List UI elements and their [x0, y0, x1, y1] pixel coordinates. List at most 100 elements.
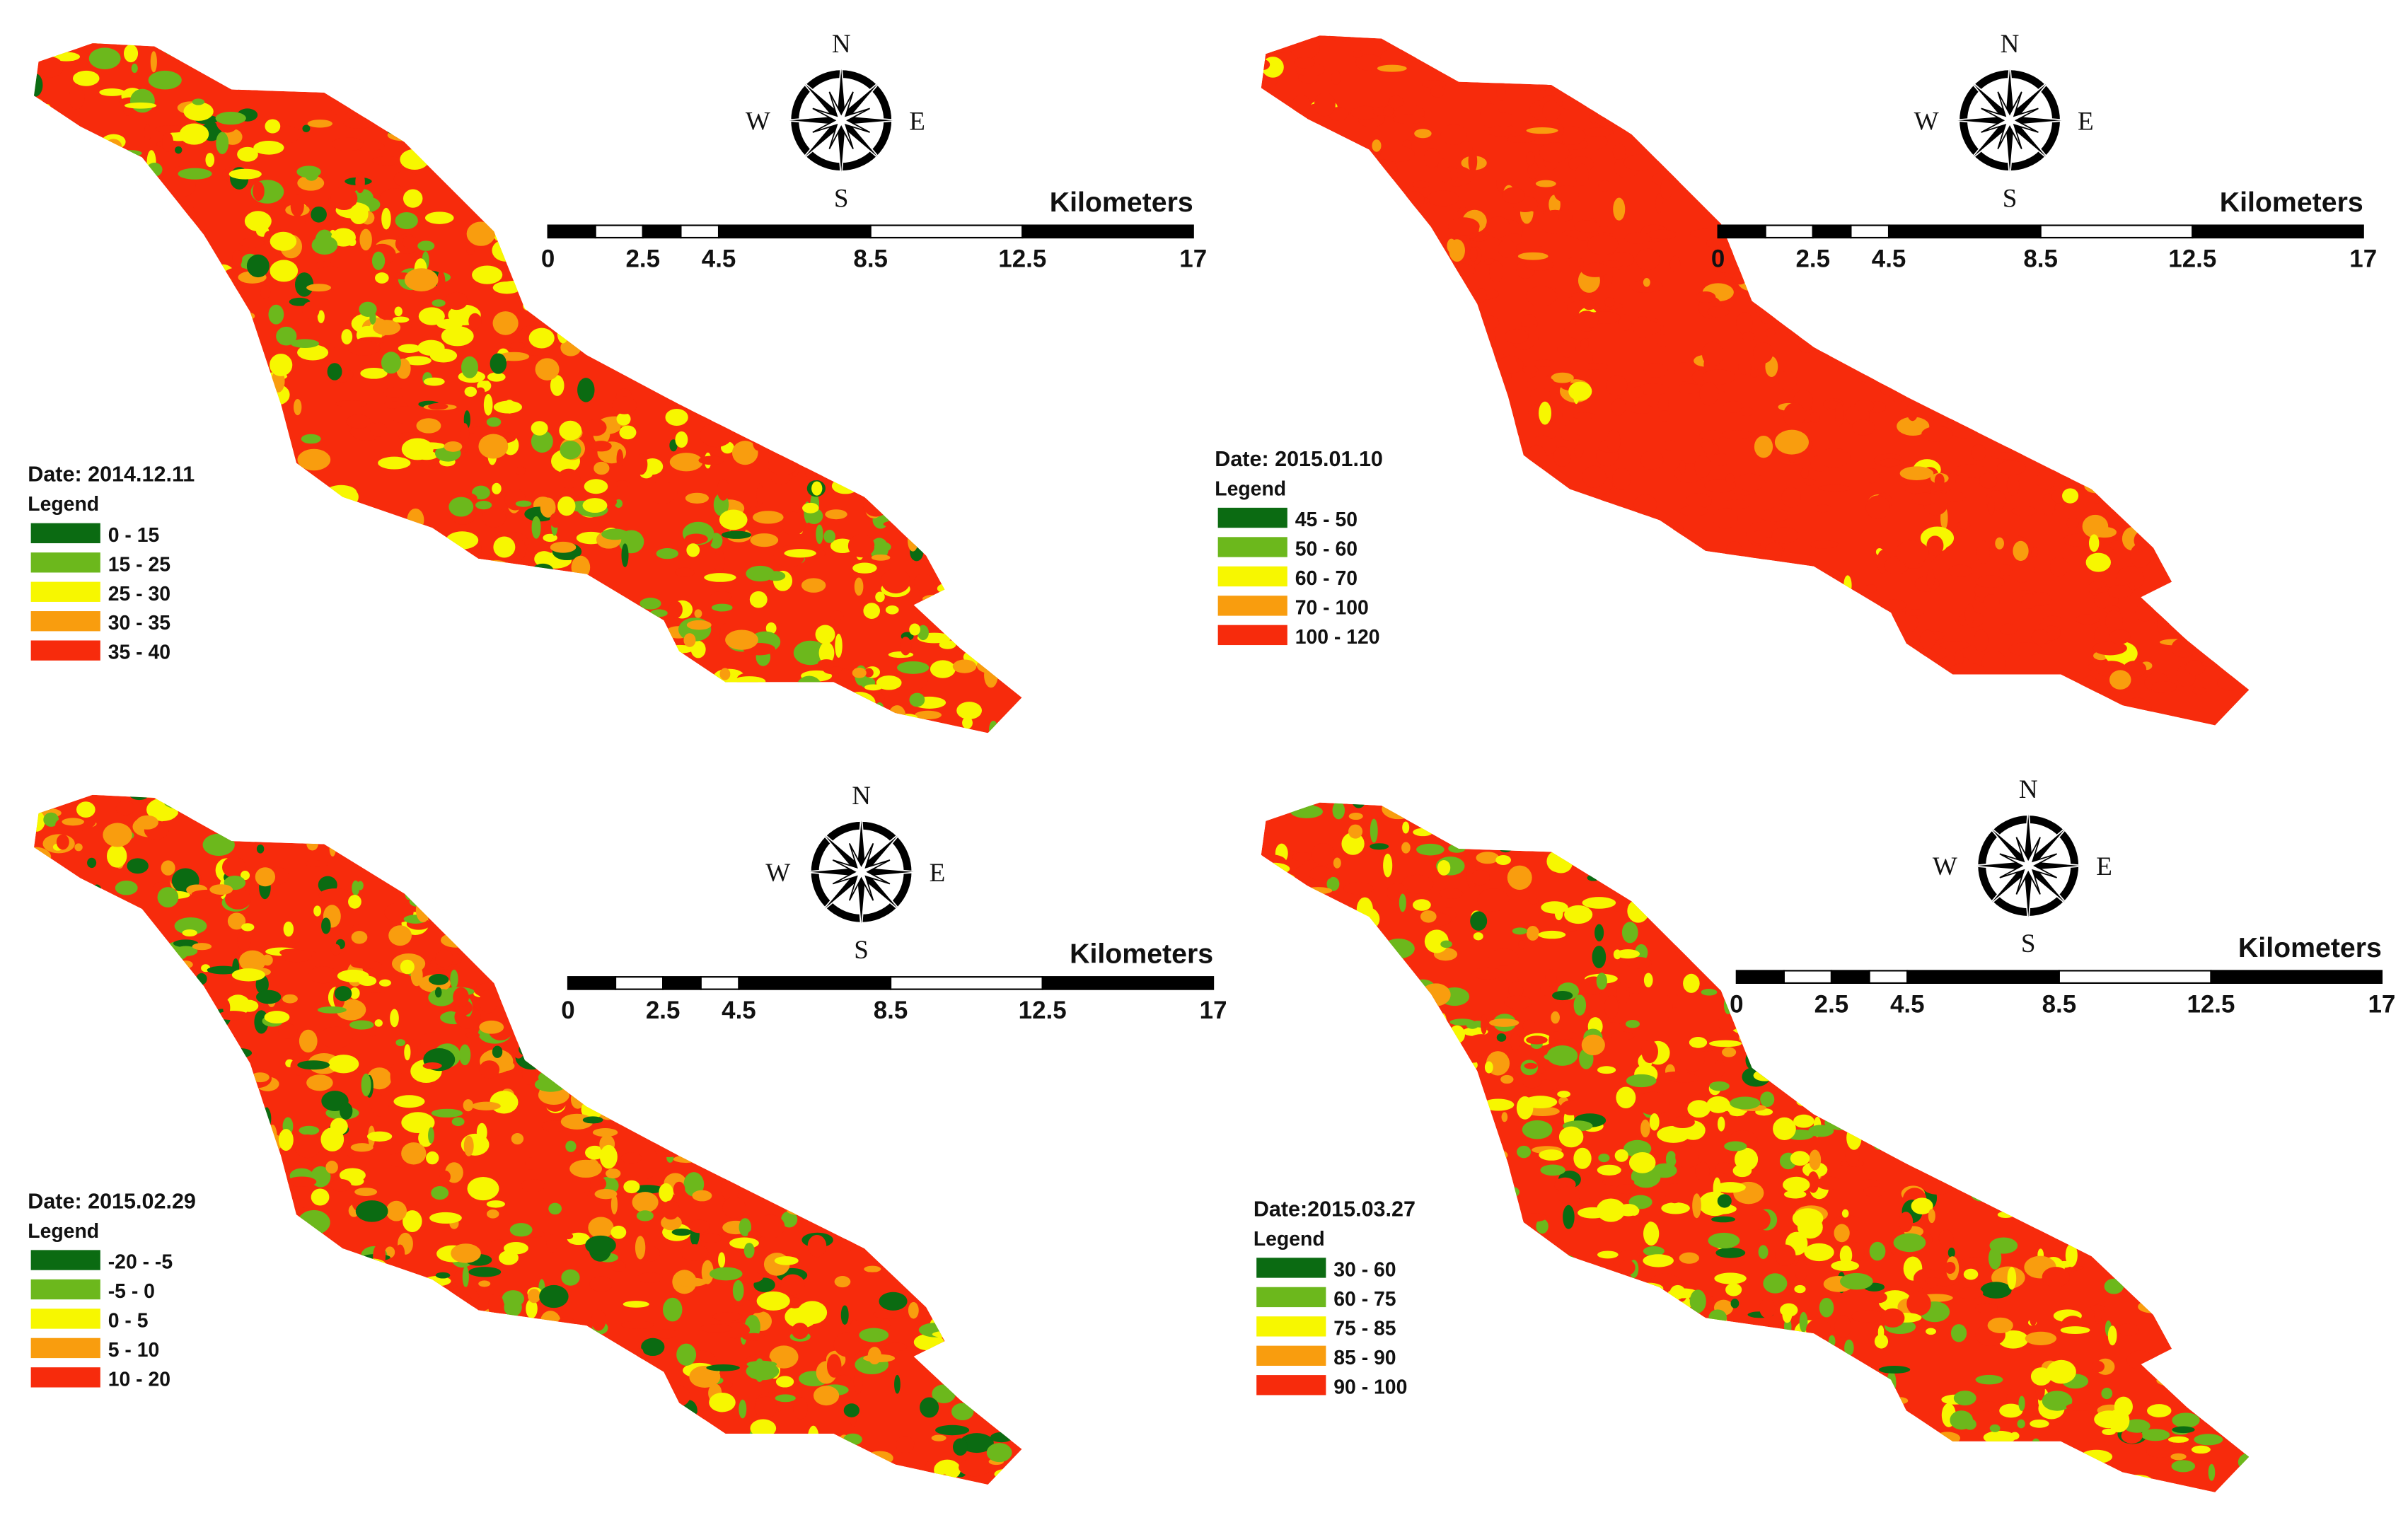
map-patch — [2068, 687, 2095, 707]
map-patch — [1444, 263, 1476, 277]
map-patch — [734, 79, 748, 94]
map-patch — [196, 794, 231, 809]
map-patch — [1899, 466, 1934, 481]
map-patch — [722, 1043, 751, 1053]
map-patch — [1428, 1176, 1456, 1201]
map-patch — [2071, 825, 2104, 840]
map-patch — [2208, 1040, 2224, 1056]
map-patch — [2244, 581, 2250, 597]
map-patch — [1572, 1363, 1602, 1374]
map-patch — [2228, 293, 2248, 303]
map-patch — [519, 903, 543, 918]
map-patch — [1352, 907, 1380, 932]
map-patch — [783, 199, 794, 224]
map-patch — [907, 1098, 930, 1118]
map-patch — [826, 1046, 859, 1060]
scale-segment — [889, 976, 1043, 990]
map-patch — [2186, 1337, 2214, 1357]
map-patch — [535, 358, 560, 381]
map-patch — [583, 1350, 615, 1373]
map-patch — [1839, 1074, 1851, 1082]
map-patch — [954, 337, 967, 349]
map-patch — [2168, 70, 2189, 93]
map-patch — [722, 1197, 746, 1219]
map-patch — [1923, 676, 1948, 700]
map-patch — [985, 831, 1002, 842]
map-patch — [640, 852, 655, 864]
map-patch — [357, 1398, 371, 1415]
map-patch — [1021, 1171, 1022, 1195]
map-patch — [318, 618, 330, 626]
map-patch — [1886, 94, 1899, 117]
map-patch — [557, 899, 572, 922]
map-patch — [237, 146, 258, 162]
map-patch — [1381, 653, 1406, 668]
map-patch — [1478, 50, 1508, 66]
map-patch — [377, 108, 403, 117]
compass-star — [1981, 91, 2039, 149]
map-patch — [2006, 346, 2032, 370]
map-patch — [518, 1461, 545, 1485]
map-patch — [1798, 704, 1811, 717]
map-patch — [806, 387, 838, 405]
map-patch — [835, 478, 857, 489]
map-patch — [830, 610, 844, 620]
map-patch — [954, 146, 967, 160]
map-patch — [1275, 885, 1293, 908]
map-patch — [718, 948, 743, 956]
map-patch — [1695, 1161, 1710, 1180]
map-patch — [625, 919, 634, 929]
map-patch — [2120, 469, 2130, 482]
map-patch — [2037, 1222, 2072, 1238]
map-patch — [232, 250, 243, 267]
map-patch — [260, 285, 271, 300]
map-patch — [1752, 142, 1778, 153]
map-patch — [604, 93, 615, 110]
map-patch — [204, 1056, 214, 1065]
map-patch — [1452, 479, 1479, 491]
map-patch — [1878, 197, 1889, 211]
map-patch — [1797, 1350, 1808, 1358]
map-patch — [732, 711, 759, 732]
map-patch — [510, 1405, 543, 1413]
map-patch — [806, 794, 826, 813]
map-patch — [1278, 352, 1299, 376]
map-patch — [623, 1180, 640, 1194]
map-patch — [807, 1234, 827, 1258]
map-patch — [1687, 567, 1708, 591]
map-patch — [228, 1398, 250, 1405]
map-patch — [563, 900, 587, 922]
map-patch — [2018, 1133, 2042, 1146]
map-patch — [1576, 646, 1602, 658]
map-patch — [1545, 969, 1557, 987]
map-patch — [1285, 127, 1318, 149]
map-patch — [248, 953, 260, 967]
map-patch — [2012, 366, 2031, 377]
map-patch — [1822, 335, 1836, 356]
map-patch — [936, 1000, 950, 1016]
map-patch — [2249, 1037, 2250, 1055]
map-patch — [1440, 292, 1463, 315]
map-patch — [2050, 50, 2057, 66]
map-patch — [277, 1322, 307, 1337]
map-patch — [671, 341, 697, 356]
map-patch — [730, 53, 737, 63]
map-patch — [1482, 1098, 1515, 1111]
map-patch — [1705, 592, 1713, 610]
map-patch — [1875, 185, 1909, 202]
compass-star — [832, 843, 891, 901]
map-patch — [285, 79, 318, 88]
map-patch — [199, 1437, 210, 1446]
map-patch — [1665, 1183, 1684, 1204]
map-patch — [2192, 43, 2216, 64]
scale-segment — [1850, 224, 1890, 239]
map-patch — [1484, 124, 1517, 137]
map-patch — [1345, 906, 1353, 929]
map-patch — [424, 539, 457, 561]
map-patch — [930, 887, 948, 895]
map-patch — [1904, 652, 1919, 669]
map-patch — [615, 694, 626, 702]
map-patch — [412, 654, 432, 662]
map-patch — [2032, 1156, 2048, 1178]
scale-tick-label: 4.5 — [702, 245, 736, 272]
